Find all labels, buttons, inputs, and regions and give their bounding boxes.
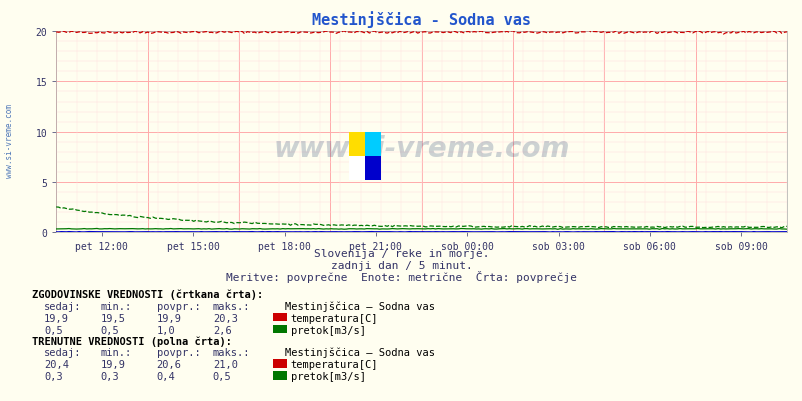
Text: ZGODOVINSKE VREDNOSTI (črtkana črta):: ZGODOVINSKE VREDNOSTI (črtkana črta): — [32, 289, 263, 300]
Text: povpr.:: povpr.: — [156, 347, 200, 357]
Text: maks.:: maks.: — [213, 301, 250, 311]
Bar — [365, 132, 381, 156]
Text: 20,3: 20,3 — [213, 313, 237, 323]
Text: maks.:: maks.: — [213, 347, 250, 357]
Text: temperatura[C]: temperatura[C] — [290, 359, 378, 369]
Bar — [273, 359, 287, 368]
Text: 0,4: 0,4 — [156, 371, 175, 381]
Text: 19,9: 19,9 — [100, 359, 125, 369]
Text: 2,6: 2,6 — [213, 325, 231, 335]
Text: 0,5: 0,5 — [213, 371, 231, 381]
Text: Meritve: povprečne  Enote: metrične  Črta: povprečje: Meritve: povprečne Enote: metrične Črta:… — [225, 271, 577, 283]
Text: 19,5: 19,5 — [100, 313, 125, 323]
Text: 19,9: 19,9 — [44, 313, 69, 323]
Text: pretok[m3/s]: pretok[m3/s] — [290, 371, 365, 381]
Text: sedaj:: sedaj: — [44, 347, 82, 357]
Text: min.:: min.: — [100, 347, 132, 357]
Text: zadnji dan / 5 minut.: zadnji dan / 5 minut. — [330, 261, 472, 271]
Bar — [273, 325, 287, 334]
Text: 1,0: 1,0 — [156, 325, 175, 335]
Title: Mestinjščica - Sodna vas: Mestinjščica - Sodna vas — [312, 11, 530, 28]
Text: 20,4: 20,4 — [44, 359, 69, 369]
Text: 0,3: 0,3 — [44, 371, 63, 381]
Text: Mestinjščica – Sodna vas: Mestinjščica – Sodna vas — [285, 300, 435, 311]
Bar — [273, 313, 287, 322]
Text: TRENUTNE VREDNOSTI (polna črta):: TRENUTNE VREDNOSTI (polna črta): — [32, 336, 232, 346]
Text: 0,5: 0,5 — [44, 325, 63, 335]
Text: temperatura[C]: temperatura[C] — [290, 313, 378, 323]
Text: sedaj:: sedaj: — [44, 301, 82, 311]
Text: 0,5: 0,5 — [100, 325, 119, 335]
Text: www.si-vreme.com: www.si-vreme.com — [5, 103, 14, 177]
Bar — [273, 371, 287, 380]
Text: 19,9: 19,9 — [156, 313, 181, 323]
Bar — [349, 156, 365, 180]
Text: www.si-vreme.com: www.si-vreme.com — [273, 134, 569, 162]
Text: 21,0: 21,0 — [213, 359, 237, 369]
Bar — [349, 132, 365, 156]
Text: Slovenija / reke in morje.: Slovenija / reke in morje. — [314, 249, 488, 259]
Text: 20,6: 20,6 — [156, 359, 181, 369]
Bar — [365, 156, 381, 180]
Text: Mestinjščica – Sodna vas: Mestinjščica – Sodna vas — [285, 347, 435, 357]
Text: povpr.:: povpr.: — [156, 301, 200, 311]
Text: pretok[m3/s]: pretok[m3/s] — [290, 325, 365, 335]
Text: min.:: min.: — [100, 301, 132, 311]
Text: 0,3: 0,3 — [100, 371, 119, 381]
